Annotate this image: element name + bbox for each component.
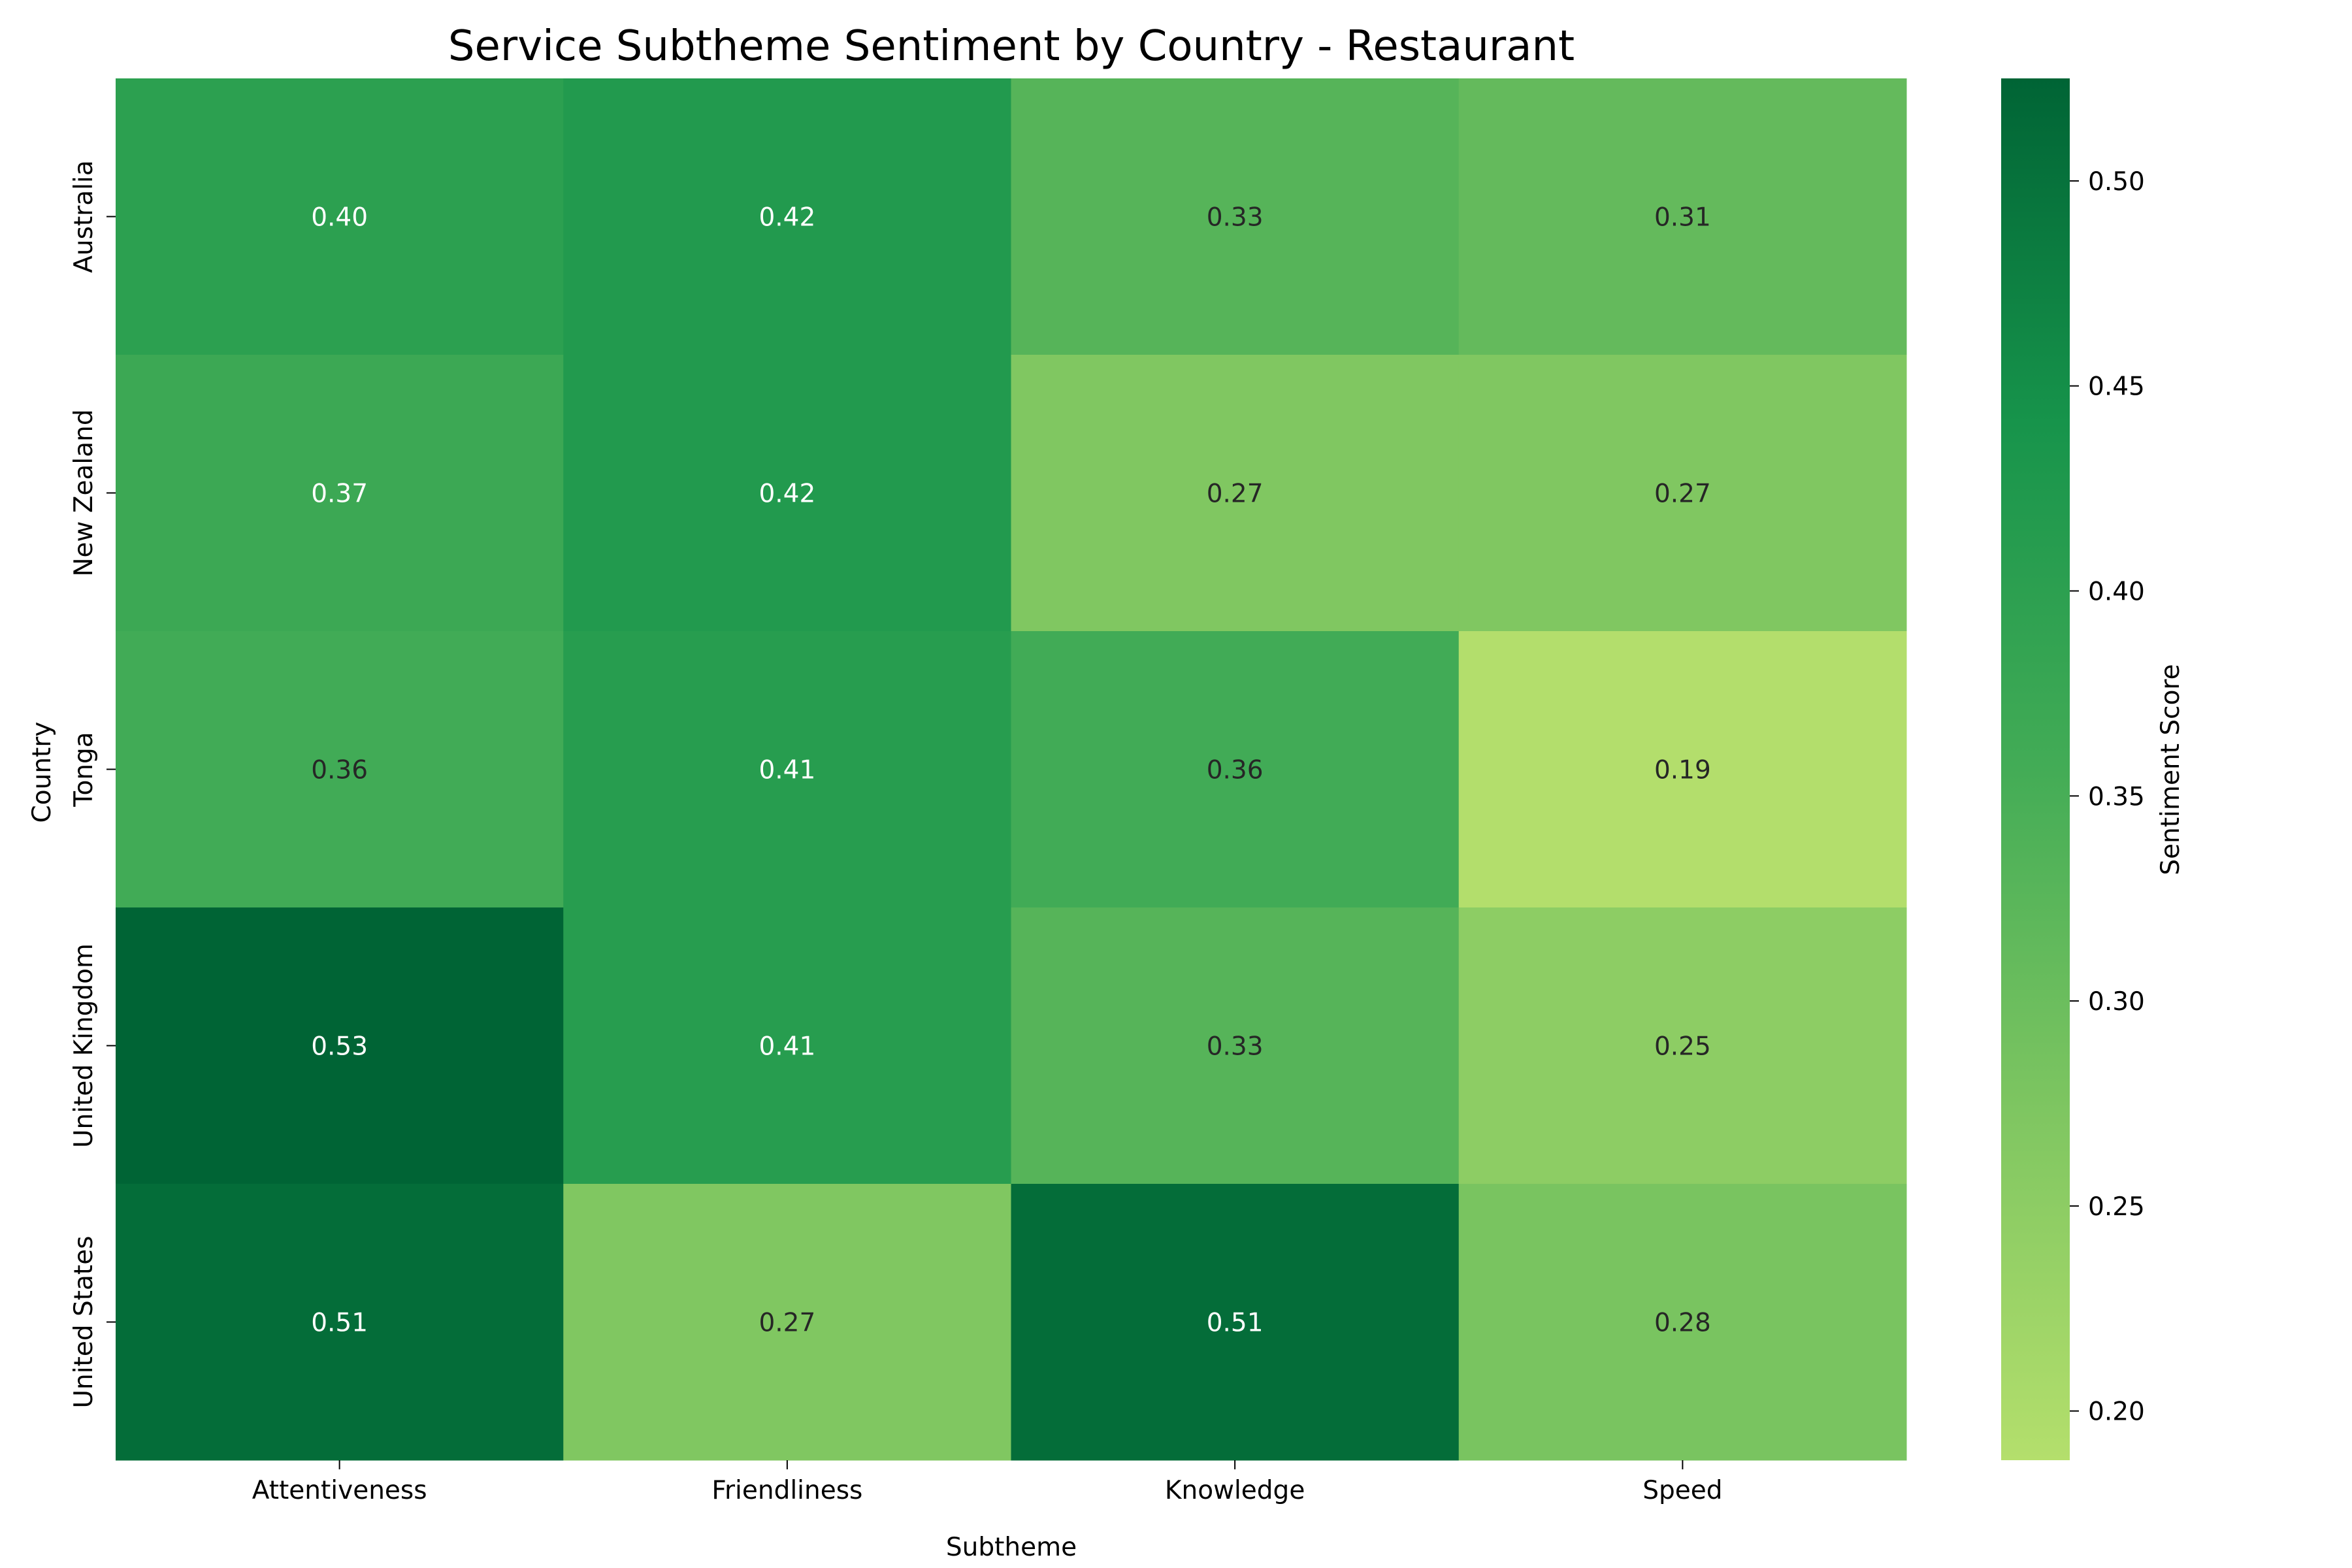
cell-value-label: 0.28 bbox=[1654, 1309, 1711, 1338]
cell-value-label: 0.33 bbox=[1207, 1032, 1264, 1062]
cell-value-label: 0.27 bbox=[1654, 480, 1711, 509]
heatmap-cell bbox=[116, 907, 564, 1184]
cell-value-label: 0.51 bbox=[311, 1309, 368, 1338]
y-tick-label: New Zealand bbox=[69, 409, 99, 576]
colorbar-tick-label: 0.30 bbox=[2088, 987, 2145, 1017]
colorbar: 0.20 0.25 0.30 0.35 0.40 0.45 0.50 bbox=[2001, 78, 2145, 1460]
x-tick-label: Speed bbox=[1642, 1476, 1722, 1505]
heatmap-cell bbox=[1011, 907, 1460, 1184]
cell-value-label: 0.40 bbox=[311, 203, 368, 233]
heatmap-cell bbox=[563, 631, 1011, 908]
heatmap-cell bbox=[563, 907, 1011, 1184]
heatmap-cell-labels: 0.40 0.42 0.33 0.31 0.37 0.42 0.27 0.27 0.36 0.41… bbox=[311, 203, 1711, 1338]
cell-value-label: 0.27 bbox=[1207, 480, 1264, 509]
colorbar-gradient bbox=[2001, 78, 2070, 1460]
cell-value-label: 0.25 bbox=[1654, 1032, 1711, 1062]
y-axis-label: Country bbox=[27, 722, 57, 823]
cell-value-label: 0.41 bbox=[759, 1032, 815, 1062]
heatmap-cell bbox=[116, 78, 564, 355]
heatmap-cell bbox=[1011, 78, 1460, 355]
cell-value-label: 0.31 bbox=[1654, 203, 1711, 233]
heatmap-cell bbox=[1011, 631, 1460, 908]
heatmap-cell bbox=[1011, 355, 1460, 632]
x-tick-label: Knowledge bbox=[1165, 1476, 1305, 1505]
cell-value-label: 0.37 bbox=[311, 480, 368, 509]
cell-value-label: 0.36 bbox=[1207, 756, 1264, 785]
heatmap-cell bbox=[563, 1184, 1011, 1461]
cell-value-label: 0.51 bbox=[1207, 1309, 1264, 1338]
colorbar-label: Sentiment Score bbox=[2156, 664, 2185, 875]
heatmap-cell bbox=[1011, 1184, 1460, 1461]
heatmap-cell bbox=[563, 78, 1011, 355]
cell-value-label: 0.42 bbox=[759, 480, 815, 509]
heatmap-cell bbox=[116, 1184, 564, 1461]
y-tick-label: Tonga bbox=[69, 732, 99, 807]
x-axis: Attentiveness Friendliness Knowledge Speed bbox=[252, 1460, 1723, 1505]
heatmap-cell bbox=[116, 355, 564, 632]
colorbar-tick-label: 0.40 bbox=[2088, 577, 2145, 606]
cell-value-label: 0.27 bbox=[759, 1309, 815, 1338]
x-tick-label: Friendliness bbox=[711, 1476, 862, 1505]
chart-title: Service Subtheme Sentiment by Country - … bbox=[448, 22, 1575, 71]
y-tick-label: United Kingdom bbox=[69, 943, 99, 1148]
heatmap-cell bbox=[1458, 631, 1907, 908]
heatmap-cell bbox=[1458, 907, 1907, 1184]
colorbar-tick-label: 0.50 bbox=[2088, 167, 2145, 197]
heatmap-cell bbox=[1458, 1184, 1907, 1461]
cell-value-label: 0.42 bbox=[759, 203, 815, 233]
colorbar-tick-label: 0.45 bbox=[2088, 372, 2145, 402]
y-axis: Australia New Zealand Tonga United Kingdom U… bbox=[69, 160, 116, 1409]
cell-value-label: 0.53 bbox=[311, 1032, 368, 1062]
colorbar-tick-label: 0.35 bbox=[2088, 782, 2145, 811]
heatmap-cell bbox=[1458, 78, 1907, 355]
heatmap-cell bbox=[563, 355, 1011, 632]
cell-value-label: 0.41 bbox=[759, 756, 815, 785]
cell-value-label: 0.19 bbox=[1654, 756, 1711, 785]
heatmap-cells bbox=[116, 78, 1907, 1461]
x-axis-label: Subtheme bbox=[946, 1533, 1077, 1562]
heatmap-cell bbox=[116, 631, 564, 908]
colorbar-tick-label: 0.20 bbox=[2088, 1397, 2145, 1427]
y-tick-label: Australia bbox=[69, 160, 99, 273]
x-tick-label: Attentiveness bbox=[252, 1476, 427, 1505]
cell-value-label: 0.33 bbox=[1207, 203, 1264, 233]
y-tick-label: United States bbox=[69, 1235, 99, 1408]
colorbar-tick-label: 0.25 bbox=[2088, 1192, 2145, 1222]
heatmap-cell bbox=[1458, 355, 1907, 632]
cell-value-label: 0.36 bbox=[311, 756, 368, 785]
colorbar-ticks: 0.20 0.25 0.30 0.35 0.40 0.45 0.50 bbox=[2070, 167, 2145, 1427]
